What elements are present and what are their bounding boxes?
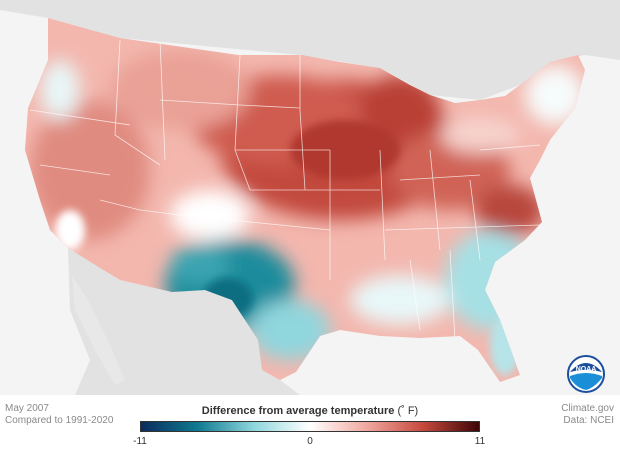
legend-mid-label: 0 [307, 436, 313, 447]
legend-unit: (˚ F) [397, 405, 419, 417]
color-scale-bar [140, 421, 480, 432]
source-data: Data: NCEI [563, 415, 614, 426]
legend-title: Difference from average temperature (˚ F… [140, 405, 480, 417]
baseline-period: Compared to 1991-2020 [5, 415, 114, 426]
temperature-anomaly-map: NOAA [0, 0, 620, 395]
legend-min-label: -11 [133, 436, 147, 447]
canada-landmass [0, 0, 620, 100]
noaa-logo-text: NOAA [576, 366, 597, 373]
baja-peninsula [72, 275, 125, 385]
legend-title-text: Difference from average temperature [201, 405, 395, 417]
source-site: Climate.gov [561, 403, 614, 414]
state-borders [29, 39, 541, 341]
legend-max-label: 11 [474, 436, 486, 447]
mexico-landmass [68, 248, 300, 395]
map-caption: May 2007 Compared to 1991-2020 [5, 403, 113, 427]
map-date: May 2007 [5, 403, 49, 414]
noaa-logo: NOAA [567, 355, 605, 393]
source-credit: Climate.gov Data: NCEI [561, 403, 614, 427]
